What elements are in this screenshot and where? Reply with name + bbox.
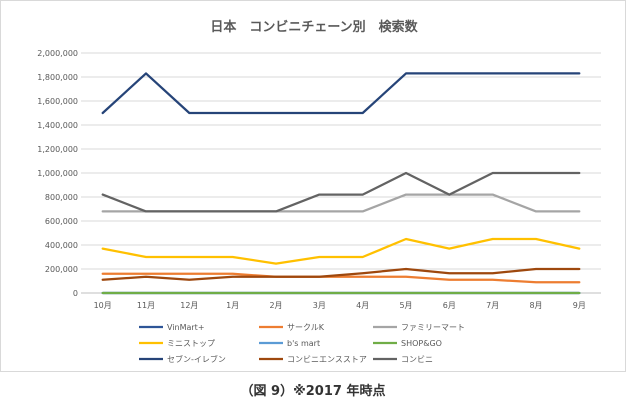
x-tick-label: 5月 (399, 301, 412, 310)
x-tick-label: 12月 (180, 301, 198, 310)
x-axis-ticks: 10月 11月 12月 1月 2月 3月 4月 5月 6月 7月 8月 9月 (94, 301, 586, 310)
series-line (101, 171, 581, 213)
legend-label: SHOP&GO (401, 339, 442, 348)
figure-caption: （図 9）※2017 年時点 (240, 384, 386, 399)
series-lines (101, 72, 581, 295)
y-tick-label: 0 (73, 289, 78, 298)
x-tick-label: 3月 (313, 301, 326, 310)
x-tick-label: 8月 (529, 301, 542, 310)
legend-label: b's mart (287, 339, 320, 348)
legend-label: コンビニ (401, 355, 433, 364)
chart-frame: 日本 コンビニチェーン別 検索数 0 200,000 400,000 600,000 8… (0, 0, 626, 372)
y-tick-label: 1,200,000 (37, 145, 78, 154)
x-tick-label: 1月 (226, 301, 239, 310)
legend-label: サークルK (287, 323, 325, 332)
series-line (101, 272, 581, 284)
y-tick-label: 2,000,000 (37, 49, 78, 58)
y-tick-label: 1,600,000 (37, 97, 78, 106)
y-tick-label: 200,000 (45, 265, 78, 274)
y-tick-label: 1,800,000 (37, 73, 78, 82)
x-tick-label: 9月 (573, 301, 586, 310)
legend-label: ミニストップ (167, 339, 215, 348)
grid-lines (81, 52, 601, 294)
y-tick-label: 600,000 (45, 217, 78, 226)
x-tick-label: 10月 (94, 301, 112, 310)
x-tick-label: 6月 (443, 301, 456, 310)
legend-label: ファミリーマート (401, 323, 465, 332)
line-chart: 日本 コンビニチェーン別 検索数 0 200,000 400,000 600,000 8… (37, 19, 601, 364)
y-tick-label: 1,000,000 (37, 169, 78, 178)
y-tick-label: 800,000 (45, 193, 78, 202)
series-line (101, 237, 581, 265)
x-tick-label: 11月 (137, 301, 155, 310)
x-tick-label: 2月 (269, 301, 282, 310)
chart-title: 日本 コンビニチェーン別 検索数 (210, 19, 418, 35)
x-tick-label: 4月 (356, 301, 369, 310)
y-tick-label: 400,000 (45, 241, 78, 250)
y-axis-ticks: 0 200,000 400,000 600,000 800,000 1,000,000 1,… (37, 49, 78, 298)
series-line (101, 72, 581, 115)
legend-label: セブン-イレブン (167, 354, 226, 364)
legend-label: コンビニエンスストア (287, 355, 367, 364)
legend-label: VinMart+ (167, 323, 205, 332)
y-tick-label: 1,400,000 (37, 121, 78, 130)
x-tick-label: 7月 (486, 301, 499, 310)
series-line (101, 267, 581, 281)
